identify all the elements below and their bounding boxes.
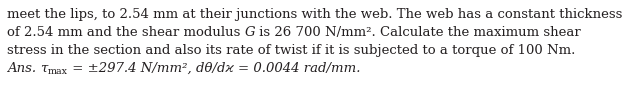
Text: G: G xyxy=(245,26,255,39)
Text: stress in the section and also its rate of twist if it is subjected to a torque : stress in the section and also its rate … xyxy=(7,44,575,57)
Text: of 2.54 mm and the shear modulus: of 2.54 mm and the shear modulus xyxy=(7,26,245,39)
Text: Ans.: Ans. xyxy=(7,62,40,75)
Text: max: max xyxy=(48,67,68,76)
Text: is 26 700 N/mm². Calculate the maximum shear: is 26 700 N/mm². Calculate the maximum s… xyxy=(255,26,581,39)
Text: meet the lips, to 2.54 mm at their junctions with the web. The web has a constan: meet the lips, to 2.54 mm at their junct… xyxy=(7,8,622,21)
Text: τ: τ xyxy=(40,62,48,75)
Text: = ±297.4 N/mm², dθ/dϰ = 0.0044 rad/mm.: = ±297.4 N/mm², dθ/dϰ = 0.0044 rad/mm. xyxy=(68,62,361,75)
